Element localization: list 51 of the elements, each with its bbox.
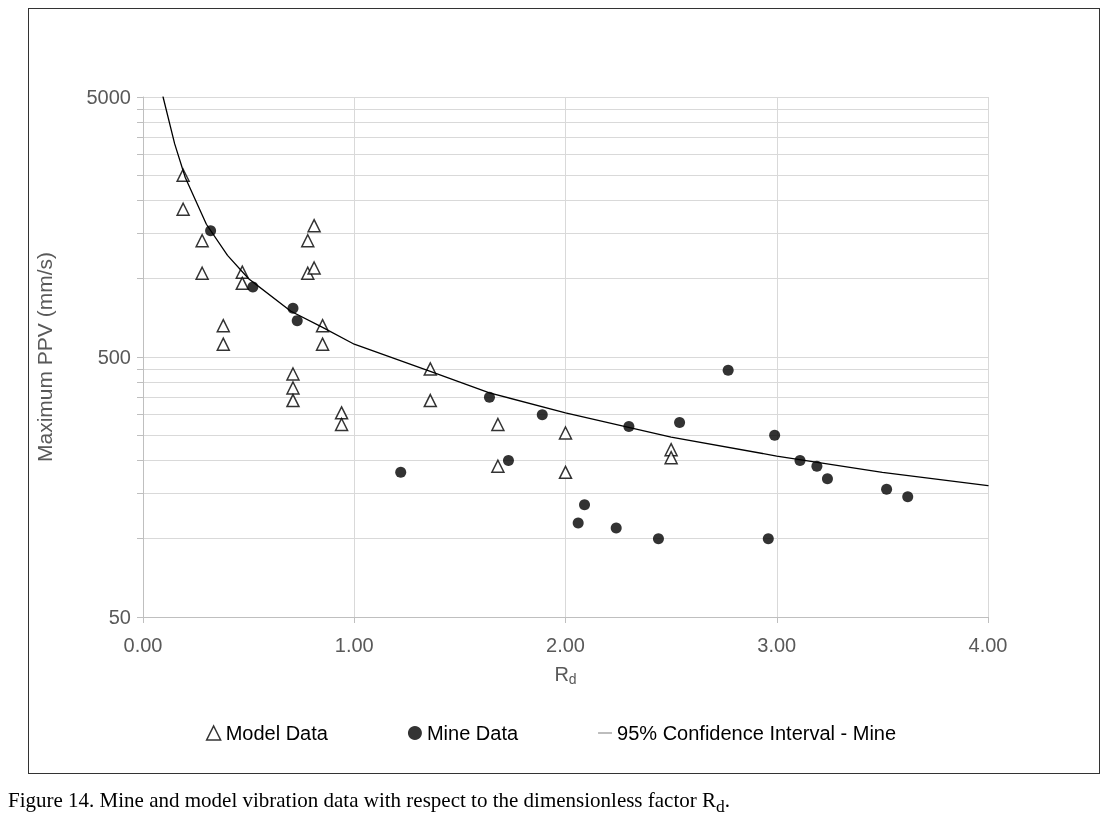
point bbox=[769, 429, 781, 441]
point bbox=[762, 533, 774, 545]
y-tick-label: 50 bbox=[108, 606, 131, 628]
point bbox=[902, 491, 914, 503]
point bbox=[195, 233, 209, 248]
point bbox=[881, 483, 893, 495]
point bbox=[176, 202, 190, 217]
point bbox=[579, 499, 591, 511]
x-tick-label: 2.00 bbox=[546, 634, 585, 656]
line-series bbox=[162, 96, 989, 487]
legend-label: Mine Data bbox=[426, 722, 519, 744]
point bbox=[235, 276, 250, 291]
point bbox=[286, 367, 300, 381]
point bbox=[216, 337, 231, 351]
x-tick-label: 4.00 bbox=[968, 634, 1008, 656]
caption: Figure 14. Mine and model vibration data with respect to the dimensionless factor R$_{d}$. bbox=[8, 788, 731, 818]
point bbox=[334, 406, 349, 420]
point bbox=[558, 465, 573, 480]
point bbox=[301, 233, 315, 248]
point bbox=[307, 261, 321, 275]
point bbox=[307, 218, 321, 233]
y-axis-title: Maximum PPV (mm/s) bbox=[33, 252, 56, 462]
point bbox=[491, 459, 505, 474]
point bbox=[674, 416, 686, 428]
point bbox=[821, 473, 833, 485]
point bbox=[722, 364, 734, 376]
legend-label: Model Data bbox=[225, 722, 329, 744]
point bbox=[483, 391, 495, 403]
point bbox=[334, 417, 349, 432]
y-tick-label: 500 bbox=[97, 346, 131, 368]
point bbox=[315, 337, 330, 351]
point bbox=[291, 315, 303, 327]
x-tick-label: 1.00 bbox=[334, 634, 374, 656]
point bbox=[502, 454, 514, 466]
point bbox=[195, 266, 209, 280]
point bbox=[216, 318, 231, 333]
point bbox=[395, 466, 407, 478]
point bbox=[610, 522, 622, 534]
point bbox=[491, 417, 505, 432]
point bbox=[286, 393, 300, 408]
point bbox=[652, 533, 664, 545]
point bbox=[664, 450, 678, 465]
point bbox=[558, 426, 573, 440]
y-tick-label: 5000 bbox=[86, 86, 131, 108]
x-tick-label: 3.00 bbox=[757, 634, 797, 656]
legend-label: 95% Confidence Interval - Mine bbox=[617, 722, 897, 744]
point bbox=[572, 517, 584, 529]
x-tick-label: 0.00 bbox=[123, 634, 163, 656]
point bbox=[536, 409, 548, 421]
point bbox=[286, 381, 300, 395]
point bbox=[423, 393, 438, 408]
